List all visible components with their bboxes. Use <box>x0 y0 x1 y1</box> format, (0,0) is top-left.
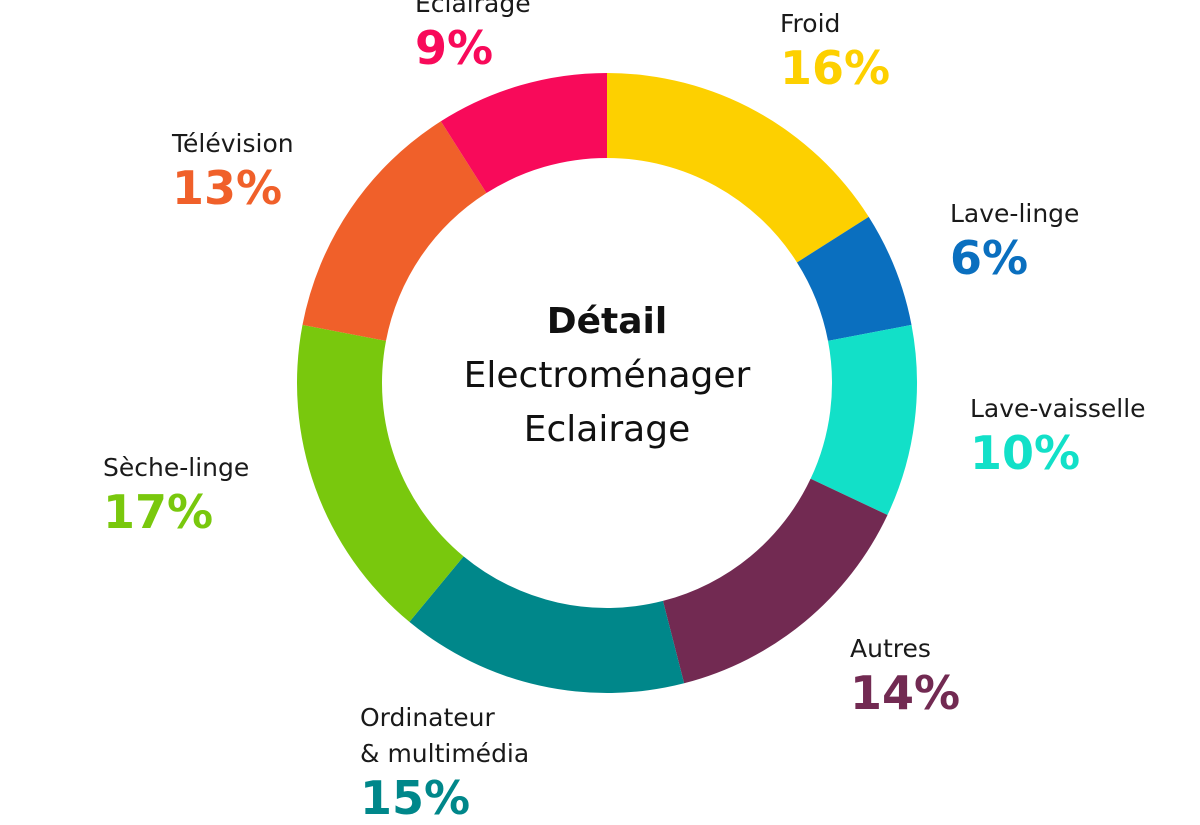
category-name: Lave-linge <box>950 199 1080 228</box>
slice <box>297 324 464 622</box>
slice-label: Lave-linge 6% <box>950 196 1079 284</box>
slice <box>302 121 487 341</box>
page: Détail Electroménager Eclairage (() => {… <box>103 0 1146 824</box>
slice-label: Lave-vaisselle 10% <box>970 391 1146 479</box>
center-subtitle: Eclairage <box>523 409 691 450</box>
value-label: 6% <box>950 231 1029 285</box>
slice <box>409 556 685 693</box>
category-name: Autres <box>850 634 931 663</box>
category-name: Ordinateur & multimédia <box>360 703 530 768</box>
value-label: 17% <box>103 485 214 539</box>
value-label: 15% <box>360 771 471 825</box>
value-label: 16% <box>780 41 891 95</box>
slice <box>796 216 912 341</box>
center-title: Détail <box>546 301 668 342</box>
slice <box>440 73 607 194</box>
slice-label: Froid 16% <box>780 6 890 94</box>
slice-label: Télévision 13% <box>172 126 294 214</box>
value-label: 13% <box>172 161 283 215</box>
slice <box>810 324 917 515</box>
chart <box>297 73 917 693</box>
value-label: 14% <box>850 666 961 720</box>
slice <box>662 478 888 684</box>
slice-label: Ordinateur & multimédia 15% <box>360 700 529 824</box>
center-label: Détail Electroménager Eclairage <box>407 295 807 457</box>
category-name: Lave-vaisselle <box>970 394 1146 423</box>
category-name: Sèche-linge <box>103 453 250 482</box>
center-subtitle: Electroménager <box>463 355 751 396</box>
slice-label: Sèche-linge 17% <box>103 450 249 538</box>
value-label: 10% <box>970 426 1081 480</box>
slice <box>607 73 869 263</box>
category-name: Froid <box>780 9 841 38</box>
category-name: Télévision <box>172 129 294 158</box>
slice-label: Eclairage 9% <box>415 0 531 74</box>
category-name: Eclairage <box>415 0 531 18</box>
slice-label: Autres 14% <box>850 631 960 719</box>
value-label: 9% <box>415 21 494 75</box>
